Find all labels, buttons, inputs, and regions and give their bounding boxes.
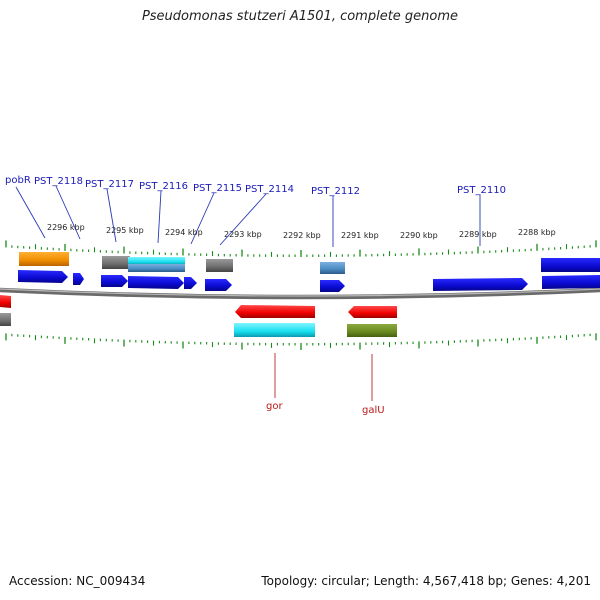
- scale-label: 2288 kbp: [518, 228, 556, 237]
- gene-label-PST_2114[interactable]: PST_2114: [245, 184, 294, 195]
- olive-feature[interactable]: [347, 324, 397, 337]
- cds-arrow[interactable]: [128, 276, 184, 289]
- gene-label-galU[interactable]: galU: [362, 405, 385, 416]
- steel-feature[interactable]: [128, 264, 185, 272]
- scale-label: 2292 kbp: [283, 231, 321, 240]
- gene-label-PST_2117[interactable]: PST_2117: [85, 179, 134, 190]
- map-title: Pseudomonas stutzeri A1501, complete gen…: [141, 9, 459, 24]
- gene-label-PST_2116[interactable]: PST_2116: [139, 181, 188, 192]
- scale-label: 2291 kbp: [341, 231, 379, 240]
- cds-arrow[interactable]: [320, 280, 345, 292]
- cds-arrow[interactable]: [101, 275, 128, 287]
- cyan-feature[interactable]: [128, 257, 185, 265]
- scale-label: 2296 kbp: [47, 223, 85, 232]
- scale-label: 2290 kbp: [400, 231, 438, 240]
- scale-ticks-top: [5, 240, 597, 257]
- accession-text: Accession: NC_009434: [9, 574, 146, 588]
- genome-summary: Topology: circular; Length: 4,567,418 bp…: [261, 574, 591, 588]
- cyan-feature[interactable]: [234, 323, 315, 337]
- scale-label: 2293 kbp: [224, 230, 262, 239]
- reverse-feature-track-outer: [0, 313, 397, 337]
- gene-label-gor[interactable]: gor: [266, 401, 283, 412]
- reverse-cds-track: [0, 295, 397, 318]
- blue-feature[interactable]: [541, 258, 600, 272]
- gene-label-PST_2110[interactable]: PST_2110: [457, 185, 506, 196]
- cds-arrow-reverse[interactable]: [235, 305, 315, 318]
- genome-backbone: [0, 287, 600, 300]
- gene-label-pobR[interactable]: pobR: [5, 175, 31, 186]
- orange-feature[interactable]: [19, 252, 69, 266]
- forward-feature-track-outer: [19, 252, 600, 274]
- gray-feature[interactable]: [102, 256, 130, 269]
- cds-arrow-reverse[interactable]: [348, 306, 397, 318]
- gene-label-PST_2118[interactable]: PST_2118: [34, 176, 83, 187]
- reverse-gene-labels: gor galU: [266, 353, 385, 416]
- forward-cds-track: [18, 270, 600, 292]
- cds-arrow-reverse[interactable]: [0, 295, 11, 308]
- scale-label: 2289 kbp: [459, 230, 497, 239]
- scale-labels: 2296 kbp 2295 kbp 2294 kbp 2293 kbp 2292…: [47, 223, 556, 240]
- cds-arrow[interactable]: [205, 279, 232, 291]
- cds-arrow[interactable]: [433, 278, 528, 291]
- cds-arrow[interactable]: [542, 275, 600, 289]
- scale-label: 2294 kbp: [165, 228, 203, 237]
- cds-arrow[interactable]: [18, 270, 68, 283]
- cds-arrow[interactable]: [184, 277, 197, 289]
- scale-ticks-bottom: [5, 333, 597, 350]
- forward-gene-labels: pobR PST_2118 PST_2117 PST_2116 PST_2115…: [5, 175, 506, 247]
- gene-label-PST_2112[interactable]: PST_2112: [311, 186, 360, 197]
- gene-label-PST_2115[interactable]: PST_2115: [193, 183, 242, 194]
- cds-arrow[interactable]: [73, 273, 84, 285]
- steel-feature[interactable]: [320, 262, 345, 274]
- scale-label: 2295 kbp: [106, 226, 144, 235]
- gray-feature[interactable]: [0, 313, 11, 326]
- gray-feature[interactable]: [206, 259, 233, 272]
